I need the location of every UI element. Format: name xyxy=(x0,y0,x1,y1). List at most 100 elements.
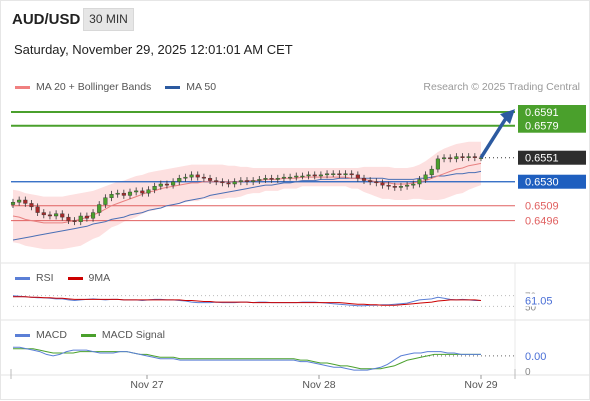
last-price-label: 0.6551 xyxy=(525,153,559,165)
rsi-value-label: 61.05 xyxy=(525,295,553,307)
rsi-value-bg xyxy=(518,293,558,307)
candle-body xyxy=(269,178,274,180)
x-tick-label: Nov 28 xyxy=(302,379,335,391)
candle-body xyxy=(66,216,71,221)
candle-body xyxy=(54,213,59,217)
candle-body xyxy=(263,178,268,180)
candle-body xyxy=(435,158,440,170)
macd-swatch xyxy=(15,333,30,337)
candle-body xyxy=(183,176,188,179)
candle-body xyxy=(294,175,299,178)
candle-body xyxy=(398,186,403,188)
macd-line xyxy=(13,346,481,371)
candle-body xyxy=(325,173,330,176)
candle-body xyxy=(386,184,391,187)
timeframe-badge[interactable]: 30 MIN xyxy=(83,8,134,31)
candle-body xyxy=(411,183,416,186)
candle-body xyxy=(288,176,293,179)
candle-body xyxy=(312,174,317,177)
ma20-legend-label: MA 20 + Bollinger Bands xyxy=(36,81,152,93)
candle-body xyxy=(109,194,114,198)
candle-body xyxy=(337,173,342,176)
rsi-ma-legend-label: 9MA xyxy=(88,272,111,284)
candle-body xyxy=(60,213,65,218)
candle-body xyxy=(127,191,133,196)
projection-arrowhead xyxy=(500,109,515,125)
candle-body xyxy=(10,202,16,205)
candle-body xyxy=(201,176,206,179)
macd-legend: MACD MACD Signal xyxy=(15,329,165,341)
candle-body xyxy=(281,176,286,179)
candle-body xyxy=(152,186,157,190)
candle-body xyxy=(214,180,219,182)
candle-body xyxy=(460,156,465,158)
candle-body xyxy=(423,174,428,180)
candle-body xyxy=(392,186,397,188)
candle-body xyxy=(121,192,126,196)
pivot-label: 0.6530 xyxy=(525,177,559,189)
candle-body xyxy=(331,173,336,175)
resistance-label-bg xyxy=(518,118,586,133)
candle-body xyxy=(84,215,89,219)
bollinger-band xyxy=(13,141,481,250)
candle-body xyxy=(368,180,373,182)
candle-body xyxy=(306,174,311,177)
candle-body xyxy=(41,212,46,216)
candle-body xyxy=(318,174,323,177)
candle-body xyxy=(91,212,96,219)
candle-body xyxy=(164,183,169,186)
candle-body xyxy=(146,189,151,194)
candle-body xyxy=(23,199,28,204)
candle-body xyxy=(189,174,194,178)
macd-value-label: 0.00 xyxy=(525,351,546,363)
main-legend: MA 20 + Bollinger Bands MA 50 xyxy=(15,81,216,93)
candle-body xyxy=(429,168,434,176)
signal-legend-label: MACD Signal xyxy=(101,329,165,341)
candle-body xyxy=(220,181,225,184)
candle-body xyxy=(232,181,237,185)
candle-body xyxy=(17,199,22,203)
candle-body xyxy=(244,180,250,182)
candle-body xyxy=(343,173,348,176)
candle-body xyxy=(251,180,256,182)
candle-body xyxy=(442,157,447,160)
candle-body xyxy=(361,178,367,181)
candle-body xyxy=(72,220,77,222)
macd-signal-line xyxy=(13,348,481,370)
resistance-label: 0.6579 xyxy=(525,121,559,133)
candle-body xyxy=(177,178,182,182)
rsi-legend: RSI 9MA xyxy=(15,272,110,284)
macd-tick-0: 0 xyxy=(525,367,531,378)
rsi-legend-label: RSI xyxy=(36,272,54,284)
candle-body xyxy=(158,183,163,187)
pair-title: AUD/USD xyxy=(12,11,81,28)
signal-swatch xyxy=(80,333,96,337)
candle-body xyxy=(208,178,213,181)
pivot-label-bg xyxy=(518,174,586,189)
ma20-swatch xyxy=(15,85,30,89)
candle-body xyxy=(355,174,360,179)
candle-body xyxy=(103,197,108,205)
candle-body xyxy=(78,215,83,222)
rsi-tick-50: 50 xyxy=(525,302,537,313)
candle-body xyxy=(300,175,305,178)
candle-body xyxy=(466,156,471,158)
credit-text: Research © 2025 Trading Central xyxy=(423,81,580,93)
last-price-label-bg xyxy=(518,150,586,165)
candle-body xyxy=(454,156,459,160)
candle-body xyxy=(349,173,354,176)
projection-arrow xyxy=(479,117,508,159)
candle-body xyxy=(226,182,231,185)
support-label: 0.6496 xyxy=(525,216,559,228)
rsi-ma-line xyxy=(13,296,482,306)
candle-body xyxy=(134,190,139,193)
candle-body xyxy=(47,214,52,217)
rsi-ma-swatch xyxy=(67,276,83,280)
candle-body xyxy=(195,174,200,178)
candle-body xyxy=(171,181,176,186)
resistance-label-bg xyxy=(518,105,586,119)
timestamp: Saturday, November 29, 2025 12:01:01 AM … xyxy=(14,42,293,57)
x-tick-label: Nov 27 xyxy=(130,379,163,391)
